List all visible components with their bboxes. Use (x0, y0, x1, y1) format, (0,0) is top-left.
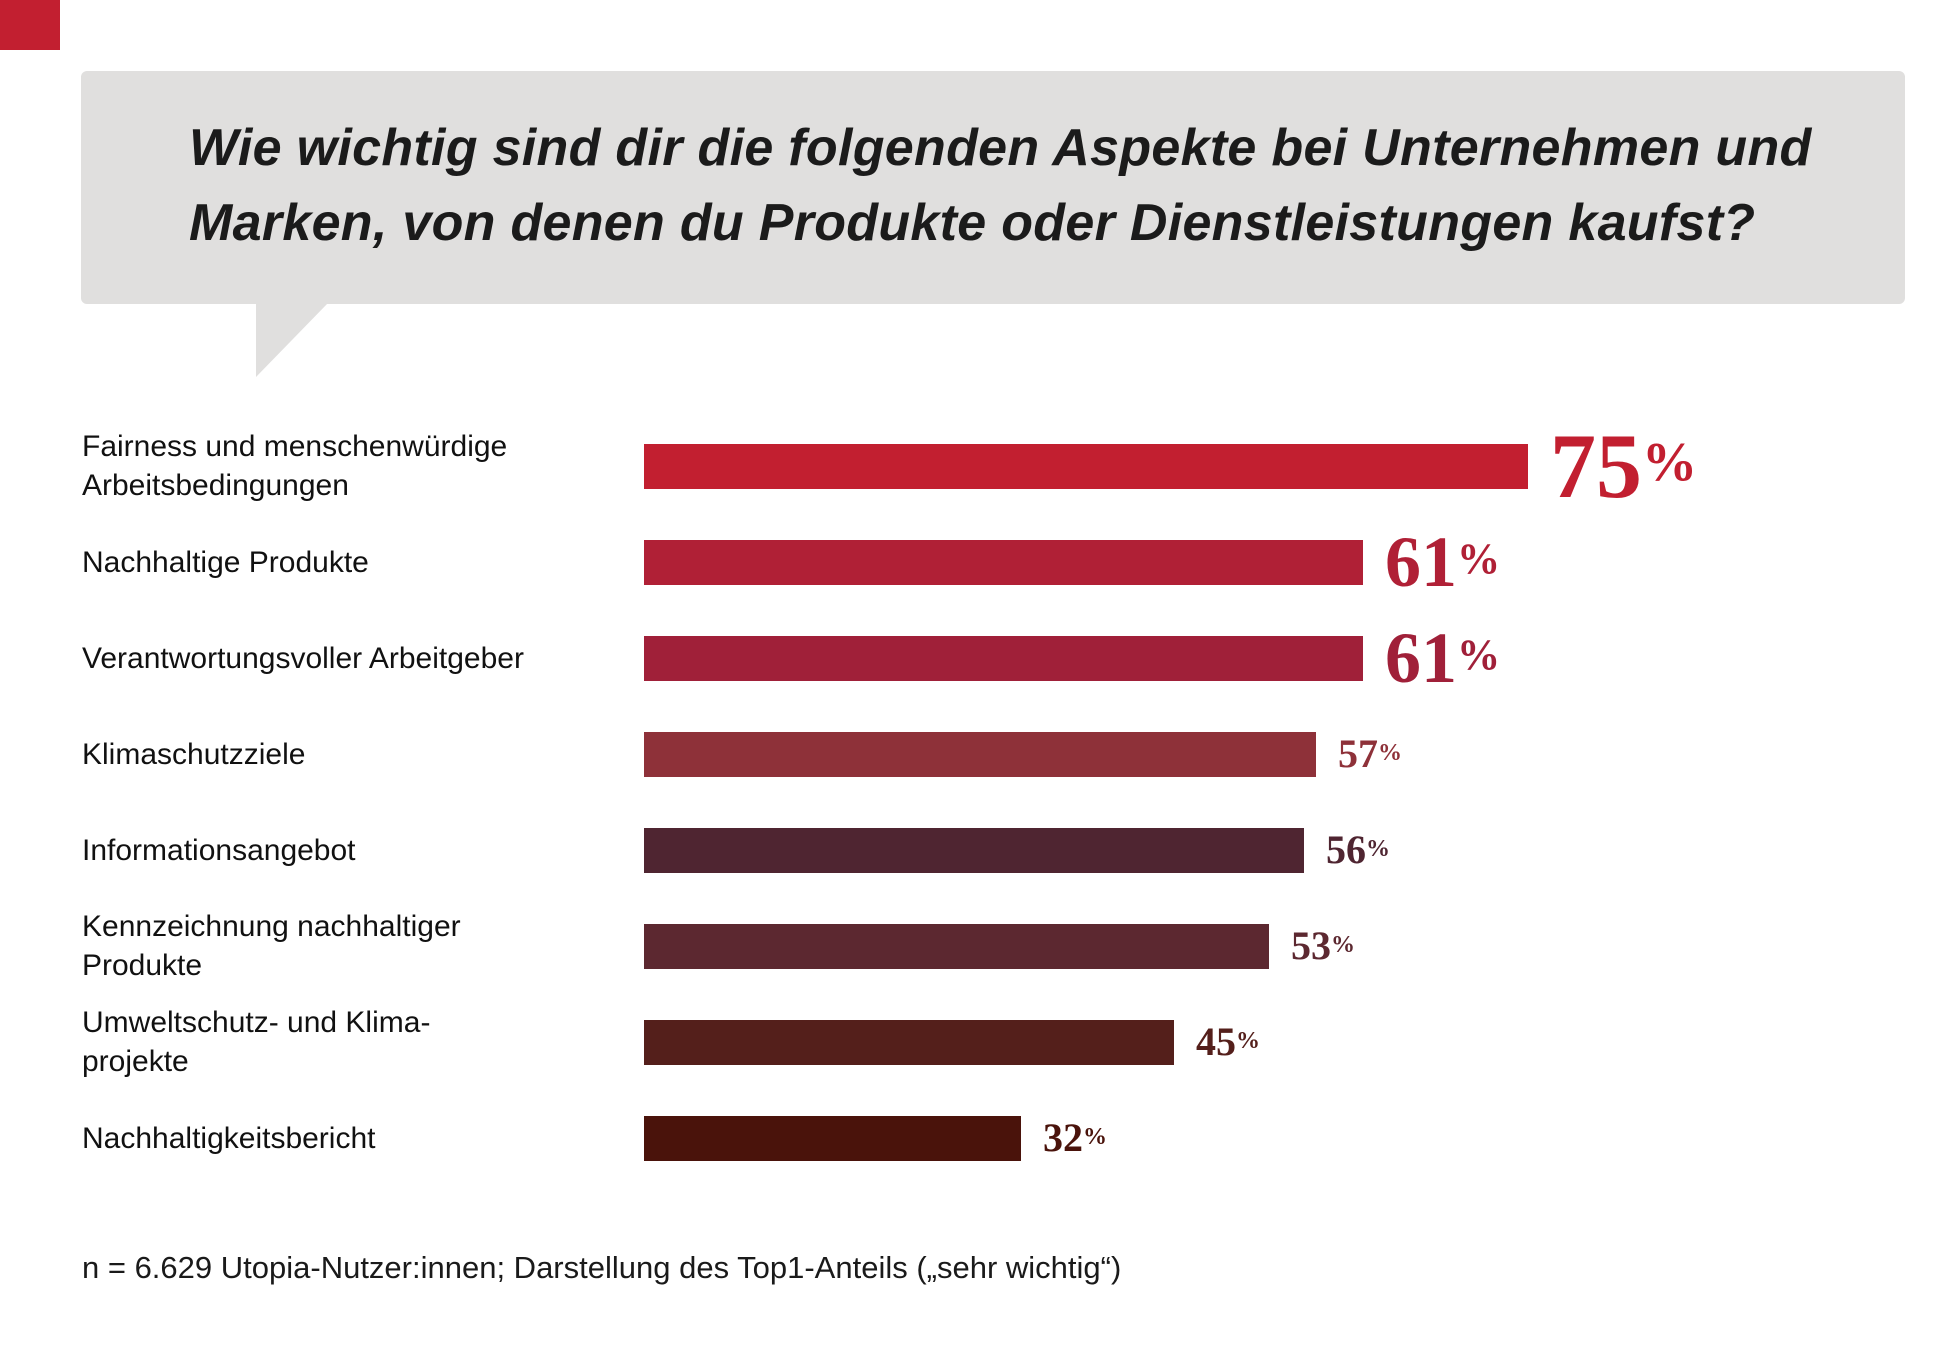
speech-bubble-tail (256, 303, 328, 377)
percent-sign: % (1457, 536, 1501, 584)
bar-area: 32% (644, 1115, 1107, 1161)
percent-sign: % (1331, 931, 1355, 958)
bar-value: 57% (1338, 731, 1402, 776)
percent-sign: % (1083, 1123, 1107, 1150)
bar (644, 827, 1304, 873)
percent-sign: % (1236, 1027, 1260, 1054)
percent-sign: % (1366, 835, 1390, 862)
percent-sign: % (1642, 431, 1698, 493)
bar-area: 75% (644, 420, 1697, 512)
bar (644, 1019, 1174, 1065)
bar-label: Fairness und menschenwürdige Arbeitsbedi… (82, 430, 508, 502)
bar-row: Verantwortungsvoller Arbeitgeber 61% (82, 610, 1942, 706)
bar-value: 61% (1385, 522, 1501, 602)
chart-question-title: Wie wichtig sind dir die folgenden Aspek… (189, 119, 1812, 252)
bar-value: 32% (1043, 1115, 1107, 1160)
bar-row: Umweltschutz- und Klima- projekte 45% (82, 994, 1942, 1090)
bar-row: Nachhaltigkeitsbericht 32% (82, 1090, 1942, 1186)
bar (644, 443, 1528, 489)
bar (644, 539, 1363, 585)
bar-row: Kennzeichnung nachhaltiger Produkte 53% (82, 898, 1942, 994)
bar (644, 635, 1363, 681)
bar (644, 923, 1269, 969)
footnote: n = 6.629 Utopia-Nutzer:innen; Darstellu… (82, 1250, 1122, 1285)
bar-area: 61% (644, 622, 1500, 694)
bar-rows: Fairness und menschenwürdige Arbeitsbedi… (82, 418, 1942, 1186)
bar-label: Nachhaltige Produkte (82, 545, 369, 579)
bar-label: Informationsangebot (82, 833, 356, 867)
bar-label: Verantwortungsvoller Arbeitgeber (82, 641, 524, 675)
bar-row: Fairness und menschenwürdige Arbeitsbedi… (82, 418, 1942, 514)
bar-row: Klimaschutzziele 57% (82, 706, 1942, 802)
bar-label: Umweltschutz- und Klima- projekte (82, 1006, 431, 1078)
bar (644, 1115, 1021, 1161)
bar-value: 45% (1196, 1019, 1260, 1064)
speech-bubble: Wie wichtig sind dir die folgenden Aspek… (81, 71, 1905, 304)
percent-sign: % (1457, 632, 1501, 680)
bar-value: 56% (1326, 827, 1390, 872)
bar-area: 56% (644, 827, 1390, 873)
bar-value: 75% (1550, 415, 1698, 517)
bar-area: 61% (644, 526, 1500, 598)
bar-value: 53% (1291, 923, 1355, 968)
bar-label: Klimaschutzziele (82, 737, 306, 771)
bar (644, 731, 1316, 777)
bar-label: Nachhaltigkeitsbericht (82, 1121, 376, 1155)
percent-sign: % (1378, 739, 1402, 766)
bar-area: 53% (644, 923, 1355, 969)
bar-row: Nachhaltige Produkte 61% (82, 514, 1942, 610)
brand-corner-mark (0, 0, 60, 50)
bar-value: 61% (1385, 618, 1501, 698)
bar-area: 57% (644, 731, 1402, 777)
bar-area: 45% (644, 1019, 1260, 1065)
bar-row: Informationsangebot 56% (82, 802, 1942, 898)
bar-label: Kennzeichnung nachhaltiger Produkte (82, 910, 461, 982)
